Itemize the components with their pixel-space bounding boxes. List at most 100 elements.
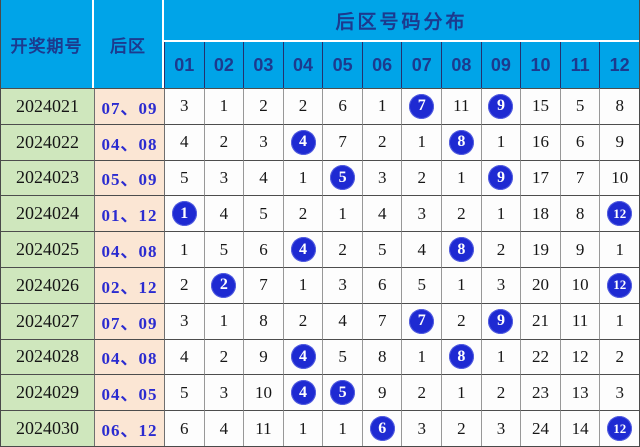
count-cell: 18 [520,195,560,232]
count-cell: 5 [559,88,600,124]
count-cell: 9 [480,159,521,196]
count-cell: 24 [520,410,560,446]
backzone-cell: 02、12 [94,266,164,303]
header-col-03: 03 [243,42,283,88]
count-cell: 1 [361,88,402,124]
period-cell: 2024022 [1,123,94,160]
backzone-cell: 04、08 [94,231,164,267]
header-col-01: 01 [164,42,204,88]
count-cell: 1 [401,123,442,160]
backzone-cell: 07、09 [94,88,164,124]
header-col-11: 11 [559,42,600,88]
drawn-ball: 8 [448,344,474,370]
count-cell: 7 [322,123,362,160]
count-cell: 9 [599,123,639,160]
count-cell: 12 [599,195,639,232]
count-cell: 3 [361,159,402,196]
count-cell: 3 [322,266,362,303]
count-cell: 11 [441,88,481,124]
count-cell: 9 [243,338,283,375]
count-cell: 1 [480,123,521,160]
count-cell: 16 [520,123,560,160]
count-cell: 1 [322,195,362,232]
count-cell: 22 [520,338,560,375]
count-cell: 1 [441,374,481,411]
drawn-ball: 12 [607,201,633,227]
count-cell: 8 [243,302,283,339]
count-cell: 3 [203,159,244,196]
count-cell: 2 [480,374,521,411]
count-cell: 20 [520,266,560,303]
period-cell: 2024029 [1,374,94,411]
count-cell: 2 [203,266,244,303]
count-cell: 3 [480,266,521,303]
count-cell: 3 [203,374,244,411]
count-cell: 1 [401,338,442,375]
count-cell: 10 [599,159,639,196]
drawn-ball: 8 [448,129,474,155]
backzone-cell: 04、08 [94,123,164,160]
count-cell: 10 [559,266,600,303]
drawn-ball: 4 [290,237,316,263]
drawn-ball: 12 [607,272,633,298]
count-cell: 5 [203,231,244,267]
count-cell: 7 [401,88,442,124]
count-cell: 8 [441,338,481,375]
count-cell: 1 [480,195,521,232]
count-cell: 1 [282,266,323,303]
drawn-ball: 9 [488,93,514,119]
count-cell: 3 [164,302,204,339]
count-cell: 6 [361,410,402,446]
count-cell: 8 [599,88,639,124]
count-cell: 2 [401,159,442,196]
count-cell: 6 [322,88,362,124]
count-cell: 2 [282,302,323,339]
count-cell: 2 [480,231,521,267]
backzone-cell: 07、09 [94,302,164,339]
count-cell: 1 [282,159,323,196]
period-cell: 2024027 [1,302,94,339]
count-cell: 1 [441,266,481,303]
period-cell: 2024025 [1,231,94,267]
header-backzone: 后区 [94,0,164,88]
count-cell: 5 [401,266,442,303]
count-cell: 2 [203,338,244,375]
count-cell: 2 [441,410,481,446]
count-cell: 14 [559,410,600,446]
count-cell: 4 [282,338,323,375]
drawn-ball: 4 [290,129,316,155]
count-cell: 2 [441,195,481,232]
backzone-cell: 04、05 [94,374,164,411]
count-cell: 1 [322,410,362,446]
count-cell: 1 [441,159,481,196]
period-cell: 2024021 [1,88,94,124]
count-cell: 17 [520,159,560,196]
count-cell: 3 [243,123,283,160]
header-col-05: 05 [322,42,362,88]
count-cell: 2 [243,88,283,124]
count-cell: 2 [599,338,639,375]
drawn-ball: 12 [607,416,633,442]
count-cell: 6 [164,410,204,446]
count-cell: 1 [203,88,244,124]
count-cell: 5 [164,159,204,196]
header-col-02: 02 [203,42,244,88]
drawn-ball: 6 [369,416,395,442]
header-col-12: 12 [599,42,639,88]
header-period: 开奖期号 [1,0,94,88]
drawn-ball: 5 [330,165,356,191]
count-cell: 4 [322,302,362,339]
count-cell: 3 [164,88,204,124]
count-cell: 1 [599,302,639,339]
count-cell: 1 [203,302,244,339]
drawn-ball: 8 [448,237,474,263]
count-cell: 8 [559,195,600,232]
count-cell: 5 [322,338,362,375]
count-cell: 8 [441,123,481,160]
count-cell: 2 [322,231,362,267]
count-cell: 4 [282,123,323,160]
count-cell: 5 [361,231,402,267]
header-col-06: 06 [361,42,402,88]
count-cell: 12 [559,338,600,375]
